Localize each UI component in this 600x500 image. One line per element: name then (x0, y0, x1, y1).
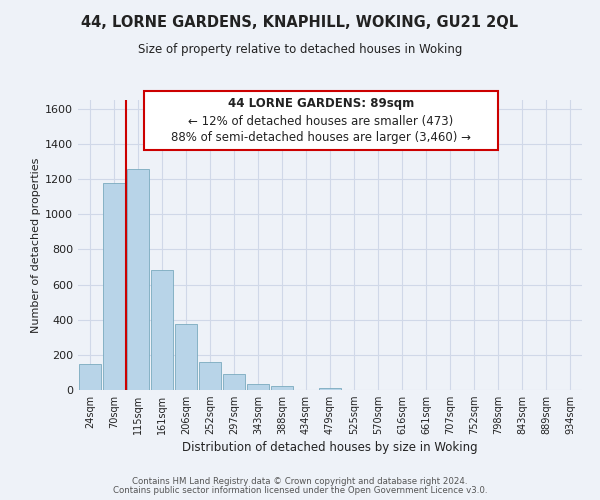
X-axis label: Distribution of detached houses by size in Woking: Distribution of detached houses by size … (182, 442, 478, 454)
Bar (127, 170, 149, 390)
Bar (271, 386, 293, 390)
Bar (319, 388, 341, 390)
Bar (223, 374, 245, 390)
Text: Size of property relative to detached houses in Woking: Size of property relative to detached ho… (138, 42, 462, 56)
Bar (151, 270, 173, 390)
Bar (175, 324, 197, 390)
Text: 88% of semi-detached houses are larger (3,460) →: 88% of semi-detached houses are larger (… (171, 131, 471, 144)
Text: 44, LORNE GARDENS, KNAPHILL, WOKING, GU21 2QL: 44, LORNE GARDENS, KNAPHILL, WOKING, GU2… (82, 15, 518, 30)
Bar (199, 362, 221, 390)
Text: Contains public sector information licensed under the Open Government Licence v3: Contains public sector information licen… (113, 486, 487, 495)
Bar (79, 364, 101, 390)
Bar (247, 384, 269, 390)
Y-axis label: Number of detached properties: Number of detached properties (31, 158, 41, 332)
Text: Contains HM Land Registry data © Crown copyright and database right 2024.: Contains HM Land Registry data © Crown c… (132, 477, 468, 486)
Bar (103, 182, 125, 390)
Text: ← 12% of detached houses are smaller (473): ← 12% of detached houses are smaller (47… (188, 115, 454, 128)
Text: 44 LORNE GARDENS: 89sqm: 44 LORNE GARDENS: 89sqm (228, 97, 414, 110)
